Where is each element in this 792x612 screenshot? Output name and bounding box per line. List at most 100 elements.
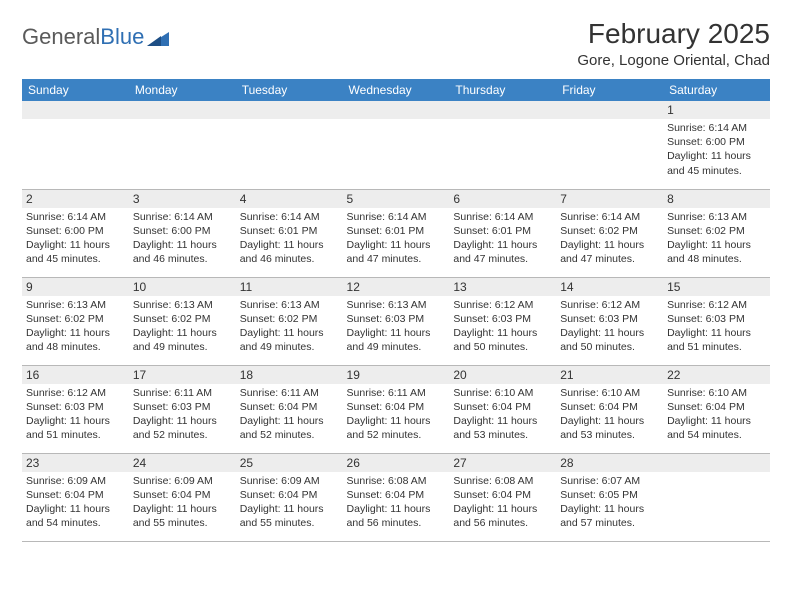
day-sunset: Sunset: 6:04 PM xyxy=(347,400,446,414)
day-number-bar: 22 xyxy=(663,366,770,384)
day-cell: 15Sunrise: 6:12 AMSunset: 6:03 PMDayligh… xyxy=(663,277,770,365)
day-dl2: and 47 minutes. xyxy=(347,252,446,266)
day-sunrise: Sunrise: 6:14 AM xyxy=(347,210,446,224)
day-sunrise: Sunrise: 6:12 AM xyxy=(453,298,552,312)
day-dl1: Daylight: 11 hours xyxy=(453,502,552,516)
day-sunset: Sunset: 6:04 PM xyxy=(26,488,125,502)
day-cell xyxy=(22,101,129,189)
day-sunrise: Sunrise: 6:10 AM xyxy=(453,386,552,400)
day-cell: 25Sunrise: 6:09 AMSunset: 6:04 PMDayligh… xyxy=(236,453,343,541)
day-dl1: Daylight: 11 hours xyxy=(240,326,339,340)
day-cell: 22Sunrise: 6:10 AMSunset: 6:04 PMDayligh… xyxy=(663,365,770,453)
day-number-bar xyxy=(236,101,343,119)
logo-word1: General xyxy=(22,24,100,49)
day-number-bar: 23 xyxy=(22,454,129,472)
day-dl2: and 45 minutes. xyxy=(26,252,125,266)
day-cell xyxy=(663,453,770,541)
day-dl2: and 54 minutes. xyxy=(667,428,766,442)
day-dl2: and 53 minutes. xyxy=(560,428,659,442)
day-details: Sunrise: 6:10 AMSunset: 6:04 PMDaylight:… xyxy=(663,384,770,447)
day-cell: 24Sunrise: 6:09 AMSunset: 6:04 PMDayligh… xyxy=(129,453,236,541)
day-dl1: Daylight: 11 hours xyxy=(667,326,766,340)
day-sunset: Sunset: 6:00 PM xyxy=(133,224,232,238)
day-sunrise: Sunrise: 6:14 AM xyxy=(133,210,232,224)
day-number-bar: 8 xyxy=(663,190,770,208)
day-dl2: and 49 minutes. xyxy=(347,340,446,354)
day-sunrise: Sunrise: 6:08 AM xyxy=(347,474,446,488)
day-dl1: Daylight: 11 hours xyxy=(347,414,446,428)
day-dl2: and 55 minutes. xyxy=(133,516,232,530)
day-sunset: Sunset: 6:05 PM xyxy=(560,488,659,502)
day-number-bar: 20 xyxy=(449,366,556,384)
day-cell: 14Sunrise: 6:12 AMSunset: 6:03 PMDayligh… xyxy=(556,277,663,365)
day-dl1: Daylight: 11 hours xyxy=(240,238,339,252)
day-number-bar: 18 xyxy=(236,366,343,384)
day-dl1: Daylight: 11 hours xyxy=(133,502,232,516)
day-dl2: and 53 minutes. xyxy=(453,428,552,442)
day-details: Sunrise: 6:12 AMSunset: 6:03 PMDaylight:… xyxy=(556,296,663,359)
day-details: Sunrise: 6:12 AMSunset: 6:03 PMDaylight:… xyxy=(449,296,556,359)
day-dl1: Daylight: 11 hours xyxy=(560,414,659,428)
week-row: 23Sunrise: 6:09 AMSunset: 6:04 PMDayligh… xyxy=(22,453,770,541)
day-sunset: Sunset: 6:02 PM xyxy=(240,312,339,326)
page-header: GeneralBlue February 2025 Gore, Logone O… xyxy=(22,18,770,69)
day-cell: 28Sunrise: 6:07 AMSunset: 6:05 PMDayligh… xyxy=(556,453,663,541)
day-cell xyxy=(129,101,236,189)
day-sunset: Sunset: 6:04 PM xyxy=(667,400,766,414)
day-details: Sunrise: 6:14 AMSunset: 6:01 PMDaylight:… xyxy=(343,208,450,271)
day-number-bar xyxy=(343,101,450,119)
day-dl1: Daylight: 11 hours xyxy=(347,238,446,252)
day-sunset: Sunset: 6:03 PM xyxy=(347,312,446,326)
day-sunrise: Sunrise: 6:09 AM xyxy=(133,474,232,488)
calendar-body: 1Sunrise: 6:14 AMSunset: 6:00 PMDaylight… xyxy=(22,101,770,541)
day-dl2: and 52 minutes. xyxy=(347,428,446,442)
day-number-bar xyxy=(449,101,556,119)
day-dl1: Daylight: 11 hours xyxy=(26,238,125,252)
day-sunset: Sunset: 6:04 PM xyxy=(453,400,552,414)
day-cell: 3Sunrise: 6:14 AMSunset: 6:00 PMDaylight… xyxy=(129,189,236,277)
day-cell: 1Sunrise: 6:14 AMSunset: 6:00 PMDaylight… xyxy=(663,101,770,189)
day-sunrise: Sunrise: 6:10 AM xyxy=(560,386,659,400)
day-cell: 6Sunrise: 6:14 AMSunset: 6:01 PMDaylight… xyxy=(449,189,556,277)
day-dl2: and 46 minutes. xyxy=(240,252,339,266)
day-details: Sunrise: 6:14 AMSunset: 6:02 PMDaylight:… xyxy=(556,208,663,271)
calendar-table: SundayMondayTuesdayWednesdayThursdayFrid… xyxy=(22,79,770,542)
day-cell: 13Sunrise: 6:12 AMSunset: 6:03 PMDayligh… xyxy=(449,277,556,365)
day-cell: 5Sunrise: 6:14 AMSunset: 6:01 PMDaylight… xyxy=(343,189,450,277)
week-row: 16Sunrise: 6:12 AMSunset: 6:03 PMDayligh… xyxy=(22,365,770,453)
day-number-bar: 6 xyxy=(449,190,556,208)
day-dl1: Daylight: 11 hours xyxy=(133,326,232,340)
day-sunset: Sunset: 6:04 PM xyxy=(560,400,659,414)
day-details: Sunrise: 6:14 AMSunset: 6:01 PMDaylight:… xyxy=(449,208,556,271)
day-number-bar: 21 xyxy=(556,366,663,384)
day-header-row: SundayMondayTuesdayWednesdayThursdayFrid… xyxy=(22,79,770,101)
day-cell: 10Sunrise: 6:13 AMSunset: 6:02 PMDayligh… xyxy=(129,277,236,365)
day-cell: 2Sunrise: 6:14 AMSunset: 6:00 PMDaylight… xyxy=(22,189,129,277)
day-sunset: Sunset: 6:01 PM xyxy=(453,224,552,238)
day-number-bar: 25 xyxy=(236,454,343,472)
day-dl2: and 48 minutes. xyxy=(667,252,766,266)
day-number-bar xyxy=(129,101,236,119)
day-sunrise: Sunrise: 6:14 AM xyxy=(26,210,125,224)
day-sunset: Sunset: 6:03 PM xyxy=(26,400,125,414)
day-details: Sunrise: 6:14 AMSunset: 6:00 PMDaylight:… xyxy=(129,208,236,271)
day-sunset: Sunset: 6:01 PM xyxy=(347,224,446,238)
month-title: February 2025 xyxy=(577,18,770,50)
logo-word2: Blue xyxy=(100,24,144,49)
location-text: Gore, Logone Oriental, Chad xyxy=(577,52,770,69)
day-number-bar: 17 xyxy=(129,366,236,384)
day-number-bar: 13 xyxy=(449,278,556,296)
day-number-bar xyxy=(663,454,770,472)
logo: GeneralBlue xyxy=(22,24,171,50)
day-cell: 4Sunrise: 6:14 AMSunset: 6:01 PMDaylight… xyxy=(236,189,343,277)
day-number-bar xyxy=(556,101,663,119)
day-details: Sunrise: 6:09 AMSunset: 6:04 PMDaylight:… xyxy=(236,472,343,535)
day-dl2: and 48 minutes. xyxy=(26,340,125,354)
day-sunrise: Sunrise: 6:13 AM xyxy=(240,298,339,312)
day-dl2: and 51 minutes. xyxy=(667,340,766,354)
day-dl2: and 57 minutes. xyxy=(560,516,659,530)
day-dl1: Daylight: 11 hours xyxy=(26,414,125,428)
day-sunset: Sunset: 6:04 PM xyxy=(133,488,232,502)
calendar-head: SundayMondayTuesdayWednesdayThursdayFrid… xyxy=(22,79,770,101)
day-details: Sunrise: 6:11 AMSunset: 6:04 PMDaylight:… xyxy=(343,384,450,447)
